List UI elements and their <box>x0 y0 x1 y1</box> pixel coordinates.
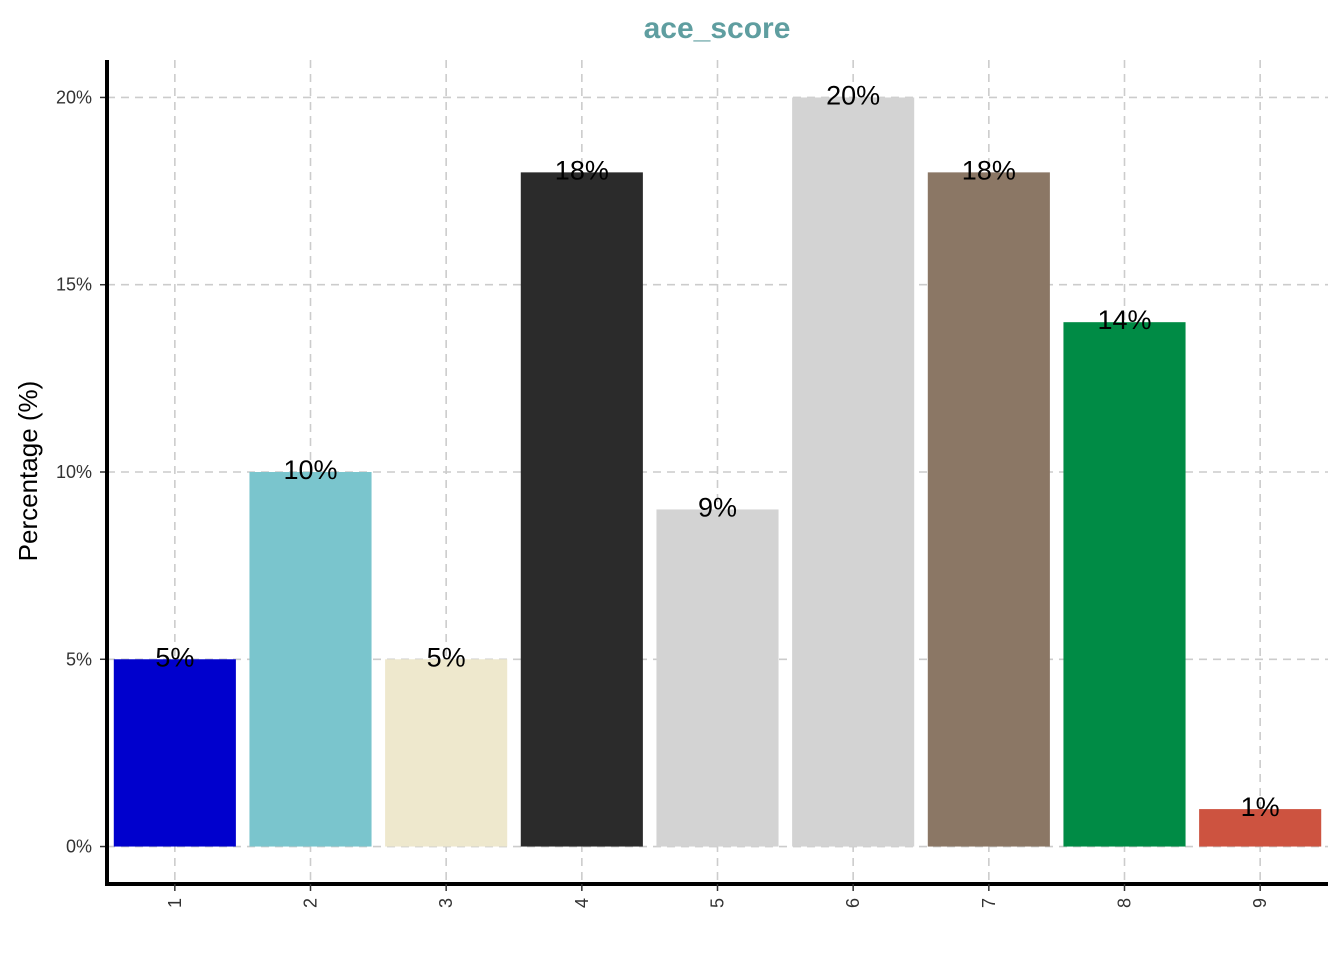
data-label: 9% <box>698 492 737 522</box>
x-tick-label: 6 <box>843 898 863 908</box>
x-tick-label: 9 <box>1250 898 1270 908</box>
axes <box>100 60 1328 891</box>
data-label: 10% <box>283 455 337 485</box>
x-tick-label: 5 <box>708 898 728 908</box>
x-tick-label: 7 <box>979 898 999 908</box>
data-label: 18% <box>962 155 1016 185</box>
y-tick-label: 20% <box>56 87 92 107</box>
bars <box>113 97 1322 847</box>
x-tick-label: 1 <box>165 898 185 908</box>
tick-labels: 0% 5% 10% 15% 20% 1 2 3 4 5 6 7 8 9 <box>56 87 1270 908</box>
data-labels: 5% 10% 5% 18% 9% 20% 18% 14% 1% <box>155 80 1279 822</box>
bar <box>1199 809 1322 847</box>
x-tick-label: 8 <box>1115 898 1135 908</box>
bar <box>520 172 643 847</box>
y-axis-label: Percentage (%) <box>13 381 43 562</box>
data-label: 5% <box>427 642 466 672</box>
y-tick-label: 10% <box>56 462 92 482</box>
chart-title: ace_score <box>644 12 791 45</box>
bar <box>113 659 236 847</box>
y-tick-label: 15% <box>56 275 92 295</box>
bar <box>249 472 372 847</box>
data-label: 5% <box>155 642 194 672</box>
data-label: 14% <box>1097 305 1151 335</box>
bar <box>385 659 508 847</box>
bar <box>1063 322 1186 847</box>
bar <box>792 97 915 847</box>
x-tick-label: 4 <box>572 898 592 908</box>
y-tick-label: 0% <box>66 837 92 857</box>
bar <box>656 509 779 847</box>
x-tick-label: 2 <box>301 898 321 908</box>
x-tick-label: 3 <box>436 898 456 908</box>
data-label: 1% <box>1241 792 1280 822</box>
data-label: 20% <box>826 80 880 110</box>
data-label: 18% <box>555 155 609 185</box>
bar <box>927 172 1050 847</box>
y-tick-label: 5% <box>66 649 92 669</box>
